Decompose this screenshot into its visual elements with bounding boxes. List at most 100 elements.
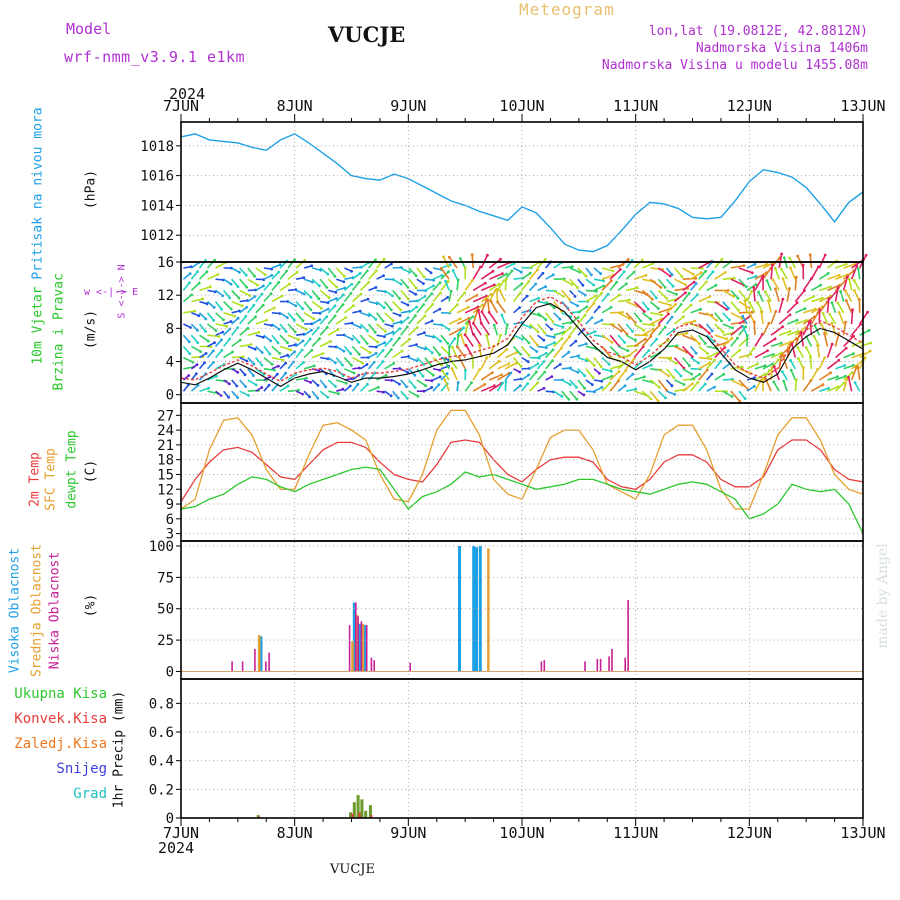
wind-arrow <box>850 309 854 325</box>
wind-arrow <box>440 345 450 355</box>
wind-arrow-head <box>389 308 393 312</box>
wind-arrow-head <box>367 280 371 284</box>
wind-arrow-head <box>750 289 754 293</box>
wind-arrow <box>746 385 755 392</box>
wind-arrow-head <box>541 271 545 275</box>
wind-arrow <box>738 368 751 374</box>
wind-arrow <box>247 295 256 303</box>
wind-arrow-head <box>326 395 330 399</box>
wind-arrow-head <box>698 372 701 376</box>
wind-arrow-head <box>535 370 538 374</box>
wind-arrow <box>505 351 518 359</box>
wind-arrow-head <box>430 386 434 389</box>
wind-arrow-head <box>568 298 572 302</box>
wind-arrow <box>424 357 433 367</box>
wind-arrow <box>569 316 579 325</box>
wind-arrow <box>477 309 483 325</box>
wind-arrow <box>247 357 255 365</box>
wind-arrow <box>835 375 846 381</box>
wind-arrow-head <box>808 253 812 257</box>
y-tick-label: 0 <box>166 388 174 404</box>
wind-arrow <box>649 278 662 289</box>
wind-arrow <box>585 302 595 314</box>
wind-arrow-head <box>543 258 547 261</box>
wind-arrow-head <box>610 369 613 373</box>
wind-arrow <box>392 278 402 285</box>
wind-arrow <box>231 267 240 273</box>
wind-arrow-head <box>405 385 408 388</box>
wind-arrow-head <box>761 274 765 278</box>
wind-arrow-head <box>780 267 783 271</box>
wind-arrow <box>529 356 540 359</box>
wind-arrow <box>609 323 622 332</box>
wind-arrow <box>569 300 578 307</box>
wind-arrow <box>826 298 830 313</box>
wind-arrow <box>255 304 264 314</box>
wind-arrow <box>376 289 386 293</box>
wind-arrow-head <box>583 313 587 317</box>
wind-arrow <box>271 334 279 344</box>
wind-arrow-head <box>682 383 686 386</box>
wind-arrow-head <box>350 337 354 341</box>
wind-arrow <box>480 384 495 392</box>
wind-arrow <box>782 278 788 291</box>
wind-arrow-head <box>634 339 637 342</box>
wind-arrow-head <box>772 365 776 369</box>
wind-arrow-head <box>527 341 531 345</box>
wind-arrow <box>327 305 336 314</box>
wind-arrow <box>456 382 459 392</box>
wind-arrow-head <box>621 310 624 314</box>
wind-arrow-head <box>830 342 834 346</box>
wind-arrow <box>384 338 392 347</box>
wind-arrow-head <box>405 397 409 400</box>
wind-arrow <box>480 371 493 381</box>
cloud-bar <box>358 623 362 672</box>
wind-arrow-head <box>847 277 851 281</box>
wind-arrow-head <box>440 369 444 373</box>
wind-arrow <box>279 334 289 344</box>
precip-bar <box>358 812 361 818</box>
wind-arrow <box>448 318 461 325</box>
wind-arrow <box>714 323 724 333</box>
wind-arrow <box>336 379 347 385</box>
wind-arrow <box>263 274 273 280</box>
wind-arrow <box>835 274 848 280</box>
wind-arrow-head <box>509 371 513 375</box>
wind-arrow <box>609 294 620 303</box>
wind-arrow <box>802 379 812 392</box>
wind-arrow-head <box>721 330 725 334</box>
wind-arrow <box>690 308 701 314</box>
cloud-bar <box>370 657 373 672</box>
wind-arrow <box>319 267 329 275</box>
wind-arrow <box>633 338 646 348</box>
wind-arrow-head <box>670 273 674 277</box>
wind-arrow-head <box>543 370 547 374</box>
wind-arrow <box>819 387 829 392</box>
wind-arrow-head <box>413 373 417 377</box>
wind-arrow <box>480 284 495 292</box>
wind-arrow-head <box>334 291 338 294</box>
wind-arrow-head <box>823 332 826 335</box>
wind-arrow-head <box>706 352 710 355</box>
wind-arrow <box>641 328 654 336</box>
wind-arrow-head <box>458 317 462 321</box>
wind-arrow-head <box>713 358 716 362</box>
wind-arrow <box>754 277 763 291</box>
wind-arrow-head <box>214 329 218 332</box>
wind-arrow <box>384 312 394 322</box>
wind-arrow-head <box>252 374 255 377</box>
wind-arrow-head <box>504 277 508 281</box>
wind-arrow <box>182 345 191 355</box>
cloud-bar <box>241 661 244 672</box>
wind-arrow-head <box>773 337 777 341</box>
wind-arrow-head <box>527 353 531 357</box>
wind-arrow-head <box>670 384 674 388</box>
wind-arrow <box>352 356 363 364</box>
wind-arrow <box>408 326 418 336</box>
wind-arrow-head <box>726 289 730 292</box>
wind-arrow <box>746 263 756 269</box>
wind-arrow-head <box>788 330 792 333</box>
wind-arrow-head <box>626 258 630 261</box>
wind-arrow <box>601 345 612 358</box>
wind-arrow-head <box>445 372 449 376</box>
